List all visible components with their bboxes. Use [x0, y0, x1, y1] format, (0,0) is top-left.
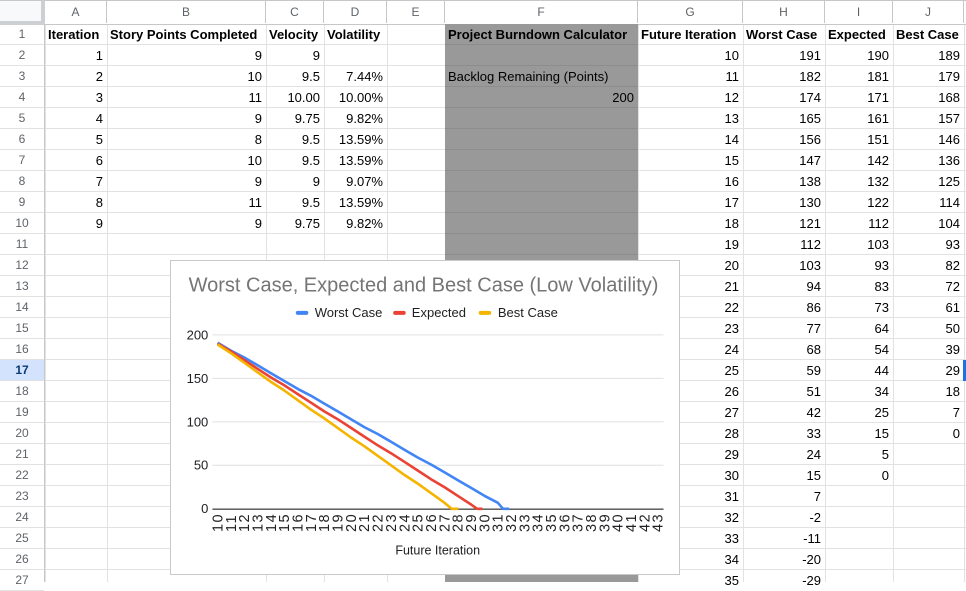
svg-text:16: 16 — [291, 513, 307, 532]
svg-text:200: 200 — [187, 327, 209, 342]
svg-text:Expected: Expected — [412, 305, 466, 320]
svg-text:14: 14 — [264, 513, 280, 532]
svg-text:25: 25 — [411, 513, 427, 532]
svg-text:15: 15 — [277, 513, 293, 532]
svg-text:28: 28 — [451, 513, 467, 532]
svg-text:29: 29 — [464, 513, 480, 532]
svg-text:0: 0 — [201, 501, 208, 516]
svg-text:24: 24 — [397, 513, 413, 532]
svg-text:33: 33 — [517, 513, 533, 532]
svg-text:39: 39 — [597, 513, 613, 532]
svg-text:17: 17 — [304, 513, 320, 532]
svg-text:13: 13 — [251, 513, 267, 532]
svg-text:50: 50 — [194, 458, 208, 473]
svg-text:18: 18 — [317, 513, 333, 532]
svg-text:43: 43 — [651, 513, 667, 532]
svg-text:42: 42 — [637, 513, 653, 532]
svg-text:Future Iteration: Future Iteration — [395, 544, 480, 558]
svg-text:34: 34 — [531, 513, 547, 532]
svg-text:35: 35 — [544, 513, 560, 532]
svg-text:Worst Case, Expected and Best: Worst Case, Expected and Best Case (Low … — [189, 275, 659, 297]
svg-text:41: 41 — [624, 513, 640, 532]
svg-text:100: 100 — [187, 414, 209, 429]
svg-text:27: 27 — [437, 513, 453, 532]
svg-text:Worst Case: Worst Case — [315, 305, 383, 320]
svg-text:26: 26 — [424, 513, 440, 532]
svg-text:10: 10 — [211, 513, 227, 532]
svg-text:19: 19 — [331, 513, 347, 532]
svg-text:Best Case: Best Case — [498, 305, 558, 320]
svg-text:150: 150 — [187, 371, 209, 386]
svg-text:23: 23 — [384, 513, 400, 532]
svg-text:11: 11 — [224, 514, 240, 532]
svg-text:12: 12 — [237, 513, 253, 532]
svg-text:30: 30 — [477, 513, 493, 532]
svg-text:22: 22 — [371, 513, 387, 532]
svg-text:20: 20 — [344, 513, 360, 532]
svg-text:37: 37 — [571, 513, 587, 532]
svg-text:36: 36 — [557, 513, 573, 532]
svg-text:40: 40 — [611, 513, 627, 532]
svg-text:32: 32 — [504, 513, 520, 532]
svg-text:38: 38 — [584, 513, 600, 532]
svg-text:21: 21 — [357, 513, 373, 532]
svg-text:31: 31 — [491, 513, 507, 532]
